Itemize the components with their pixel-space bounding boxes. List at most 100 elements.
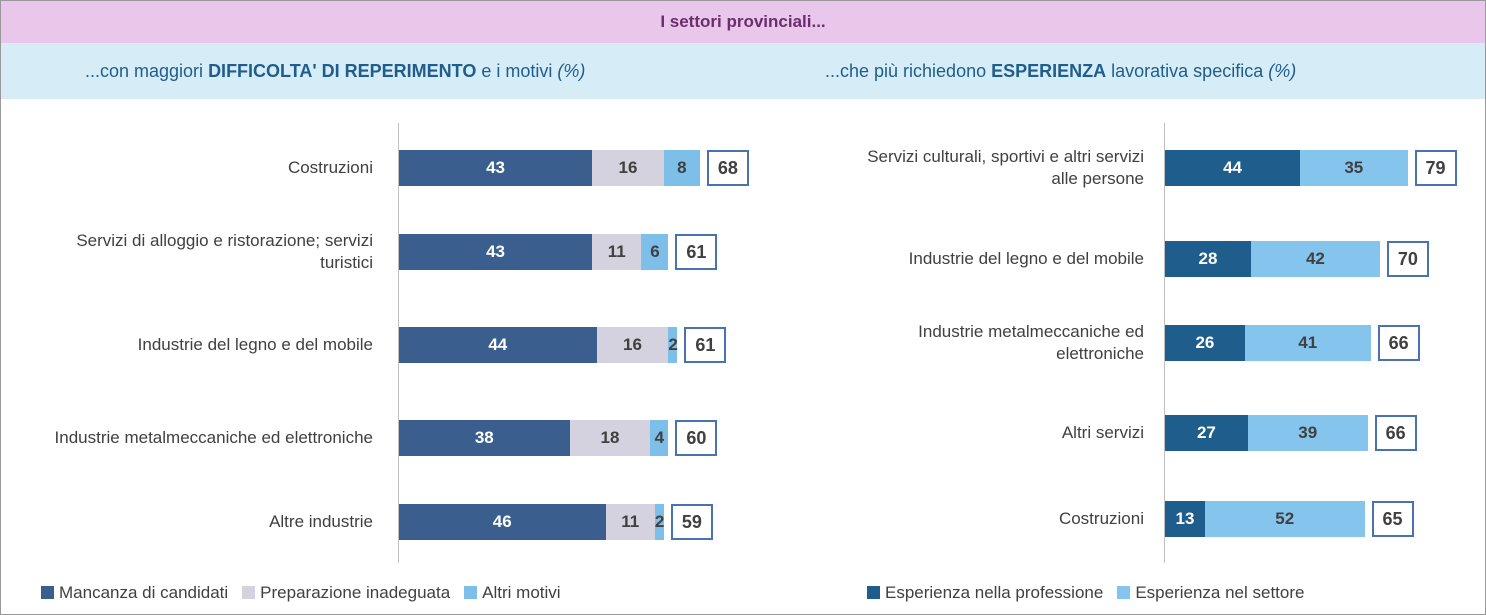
- subtitle-band: [1, 43, 1485, 99]
- value-label: 6: [650, 242, 660, 261]
- value-label: 42: [1305, 249, 1325, 268]
- category-text: Servizi di alloggio e ristorazione; serv…: [76, 231, 373, 272]
- category-label: Altri servizi: [844, 403, 1144, 463]
- value-label: 11: [607, 242, 626, 261]
- category-label: Costruzioni: [844, 489, 1144, 549]
- category-label: Servizi culturali, sportivi e altri serv…: [844, 138, 1144, 198]
- total-label: 68: [706, 150, 749, 186]
- legend-item: Esperienza nella professione: [867, 583, 1103, 603]
- value-label: 39: [1298, 423, 1318, 442]
- total-label: 79: [1414, 150, 1457, 186]
- category-text: Altri servizi: [1061, 423, 1144, 442]
- bar-segment: 26: [1165, 325, 1245, 361]
- bar-segment: 42: [1250, 241, 1380, 277]
- value-label: 13: [1175, 509, 1195, 528]
- bar-segment: 44: [1165, 150, 1301, 186]
- chart-title: ...con maggiori DIFFICOLTA' DI REPERIMEN…: [85, 43, 585, 99]
- value-label: 46: [492, 512, 512, 531]
- bar-segment: 2: [654, 504, 665, 540]
- category-label: Industrie del legno e del mobile: [41, 315, 373, 375]
- title-part: (%): [1268, 61, 1297, 81]
- bar-segment: 16: [596, 327, 669, 363]
- total-label: 61: [684, 327, 727, 363]
- category-label: Industrie metalmeccaniche ed elettronich…: [41, 408, 373, 468]
- legend-swatch: [867, 586, 880, 599]
- bar-segment: 4: [650, 420, 669, 456]
- bar-segment: 28: [1165, 241, 1251, 277]
- value-label: 35: [1344, 158, 1364, 177]
- total-label: 61: [675, 234, 718, 270]
- legend-swatch: [242, 586, 256, 599]
- total-label: 66: [1374, 415, 1417, 451]
- category-text: Altre industrie: [269, 512, 373, 531]
- legend-item: Preparazione inadeguata: [242, 583, 450, 603]
- category-text: Industrie metalmeccaniche ed elettronich…: [54, 428, 373, 447]
- legend-swatch: [1117, 586, 1131, 599]
- legend-item: Altri motivi: [464, 583, 561, 603]
- title-part: e i motivi: [476, 61, 558, 81]
- bar-segment: 8: [663, 150, 700, 186]
- title-part: ...con maggiori: [85, 61, 209, 81]
- header-title: I settori provinciali...: [1, 1, 1485, 43]
- category-text: Industrie del legno e del mobile: [137, 335, 373, 354]
- category-label: Industrie del legno e del mobile: [844, 229, 1144, 289]
- value-label: 8: [677, 158, 687, 177]
- bar-segment: 6: [641, 234, 669, 270]
- value-label: 44: [488, 335, 508, 354]
- value-label: 43: [486, 158, 505, 177]
- value-label: 2: [668, 335, 678, 354]
- category-text: Costruzioni: [1058, 509, 1144, 528]
- category-text: Industrie metalmeccaniche ed elettronich…: [918, 322, 1144, 363]
- bar-segment: 38: [399, 420, 570, 456]
- title-part: ESPERIENZA: [991, 61, 1107, 81]
- value-label: 27: [1196, 423, 1216, 442]
- value-label: 43: [486, 242, 505, 261]
- value-label: 28: [1198, 249, 1218, 268]
- axis-line: [1164, 123, 1165, 563]
- bar-segment: 16: [592, 150, 664, 186]
- chart-title: ...che più richiedono ESPERIENZA lavorat…: [825, 43, 1296, 99]
- value-label: 44: [1223, 158, 1242, 177]
- legend-label: Altri motivi: [482, 583, 561, 602]
- value-label: 16: [618, 158, 638, 177]
- title-part: DIFFICOLTA' DI REPERIMENTO: [208, 61, 477, 81]
- value-label: 11: [621, 512, 640, 531]
- value-label: 16: [623, 335, 642, 354]
- bar-segment: 2: [668, 327, 678, 363]
- total-label: 59: [670, 504, 713, 540]
- category-text: Costruzioni: [287, 158, 373, 177]
- category-text: Servizi culturali, sportivi e altri serv…: [867, 147, 1144, 188]
- bar-segment: 18: [569, 420, 651, 456]
- value-label: 52: [1275, 509, 1295, 528]
- title-part: ...che più richiedono: [825, 61, 992, 81]
- legend: Esperienza nella professione Esperienza n…: [867, 581, 1304, 605]
- legend: Mancanza di candidati Preparazione inadeg…: [41, 581, 561, 605]
- category-label: Servizi di alloggio e ristorazione; serv…: [41, 222, 373, 282]
- bar-segment: 39: [1247, 415, 1368, 451]
- bar-segment: 44: [399, 327, 597, 363]
- value-label: 18: [600, 428, 620, 447]
- bar-segment: 35: [1300, 150, 1408, 186]
- bar-segment: 11: [605, 504, 655, 540]
- category-label: Costruzioni: [41, 138, 373, 198]
- value-label: 38: [474, 428, 494, 447]
- title-part: lavorativa specifica: [1106, 61, 1269, 81]
- value-label: 4: [654, 428, 665, 447]
- value-label: 26: [1195, 333, 1215, 352]
- legend-label: Esperienza nella professione: [885, 583, 1104, 602]
- value-label: 41: [1298, 333, 1318, 352]
- bar-segment: 41: [1244, 325, 1371, 361]
- legend-label: Esperienza nel settore: [1135, 583, 1305, 602]
- category-text: Industrie del legno e del mobile: [908, 249, 1144, 268]
- bar-segment: 43: [399, 234, 593, 270]
- legend-label: Preparazione inadeguata: [260, 583, 451, 602]
- bar-segment: 11: [592, 234, 642, 270]
- value-label: 2: [654, 512, 665, 531]
- axis-line: [398, 123, 399, 563]
- bar-segment: 43: [399, 150, 593, 186]
- legend-swatch: [464, 586, 478, 599]
- bar-segment: 52: [1204, 501, 1365, 537]
- total-label: 60: [675, 420, 718, 456]
- legend-item: Mancanza di candidati: [41, 583, 228, 603]
